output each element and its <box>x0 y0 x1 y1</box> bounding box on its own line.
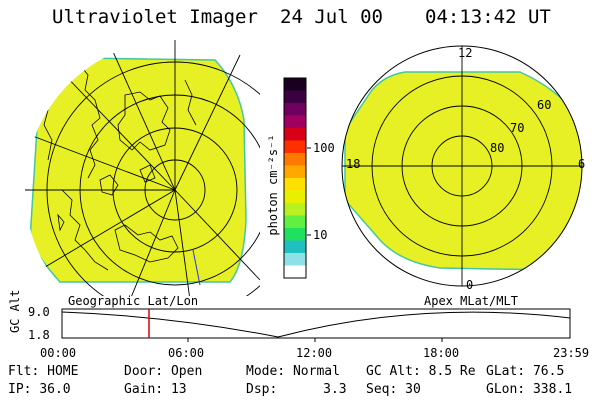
status-door: Door: Open <box>124 364 202 379</box>
altitude-curve <box>61 311 571 338</box>
colorbar-band <box>284 165 306 179</box>
right-panel-caption: Apex MLat/MLT <box>424 294 518 308</box>
status-seq: Seq: 30 <box>366 382 421 397</box>
mlt-label-18: 18 <box>346 157 361 171</box>
time-tick-2359: 23:59 <box>553 346 590 360</box>
colorbar-band <box>284 90 306 104</box>
status-ip-key: IP: <box>8 382 32 397</box>
status-seq-key: Seq: <box>366 382 398 397</box>
colorbar-band <box>284 215 306 229</box>
colorbar-units: photon cm⁻²s⁻¹ <box>266 134 280 236</box>
time-tick-0600: 06:00 <box>168 346 205 360</box>
mlat-label-60: 60 <box>537 98 552 112</box>
colorbar-band <box>284 228 306 241</box>
mlat-label-70: 70 <box>510 121 525 135</box>
altitude-plot-frame <box>61 308 571 339</box>
status-glon-value: 338.1 <box>532 382 573 397</box>
status-gain-value: 13 <box>170 382 187 397</box>
apex-grid <box>342 46 582 286</box>
status-gain: Gain: 13 <box>124 382 187 397</box>
status-glat-key: GLat: <box>486 364 526 379</box>
colorbar <box>284 78 306 279</box>
colorbar-axis <box>283 77 311 279</box>
status-gc-alt: GC Alt: 8.5 Re <box>366 364 476 379</box>
colorbar-tick-100: 100 <box>313 141 335 155</box>
status-glat-value: 76.5 <box>532 364 565 379</box>
colorbar-band <box>284 103 306 116</box>
colorbar-gradient <box>284 78 306 279</box>
status-gc-alt-key: GC Alt: <box>366 364 421 379</box>
status-door-value: Open <box>170 364 203 379</box>
colorbar-band <box>284 178 306 191</box>
status-mode-value: Normal <box>292 364 340 379</box>
colorbar-band <box>284 140 306 154</box>
altitude-plot <box>61 308 571 342</box>
status-ip-value: 36.0 <box>39 382 71 397</box>
geographic-grid <box>25 40 260 296</box>
time-tick-0000: 00:00 <box>40 346 77 360</box>
colorbar-band <box>284 203 306 216</box>
date-label: 24 Jul 00 <box>280 6 383 28</box>
apex-auroral-fill <box>344 71 582 271</box>
status-flt-value: HOME <box>47 364 79 379</box>
status-door-key: Door: <box>124 364 164 379</box>
status-glon: GLon: 338.1 <box>486 382 572 397</box>
instrument-title: Ultraviolet Imager <box>52 6 258 28</box>
colorbar-band <box>284 78 306 91</box>
colorbar-tick-10: 10 <box>313 228 328 242</box>
altitude-ytick-top: 9.0 <box>28 305 50 319</box>
mlt-label-12: 12 <box>458 46 473 60</box>
auroral-image-fill <box>29 57 247 283</box>
mlt-label-6: 6 <box>578 157 586 171</box>
status-dsp: Dsp: 3.3 <box>246 382 347 397</box>
colorbar-band <box>284 190 306 204</box>
colorbar-band <box>284 265 306 279</box>
mlt-label-0: 0 <box>466 278 474 292</box>
status-ip: IP: 36.0 <box>8 382 71 397</box>
status-seq-value: 30 <box>405 382 421 397</box>
status-flt-key: Flt: <box>8 364 40 379</box>
status-mode-key: Mode: <box>246 364 286 379</box>
colorbar-band <box>284 253 306 266</box>
status-glat: GLat: 76.5 <box>486 364 564 379</box>
status-dsp-key: Dsp: <box>246 382 278 397</box>
status-gc-alt-value: 8.5 Re <box>428 364 476 379</box>
time-label: 04:13:42 UT <box>425 6 551 28</box>
time-tick-1800: 18:00 <box>423 346 460 360</box>
status-mode: Mode: Normal <box>246 364 340 379</box>
colorbar-band <box>284 240 306 254</box>
status-gain-key: Gain: <box>124 382 164 397</box>
geographic-image-panel <box>25 40 260 296</box>
mlat-label-80: 80 <box>490 141 505 155</box>
status-dsp-value: 3.3 <box>323 382 347 397</box>
colorbar-band <box>284 128 306 141</box>
altitude-ytick-bottom: 1.8 <box>28 328 50 342</box>
altitude-ylabel: GC Alt <box>8 289 22 333</box>
status-glon-key: GLon: <box>486 382 526 397</box>
colorbar-band <box>284 115 306 129</box>
status-flt: Flt: HOME <box>8 364 78 379</box>
time-tick-1200: 12:00 <box>296 346 333 360</box>
left-panel-caption: Geographic Lat/Lon <box>68 294 199 308</box>
colorbar-band <box>284 153 306 166</box>
apex-image-panel <box>341 45 583 287</box>
